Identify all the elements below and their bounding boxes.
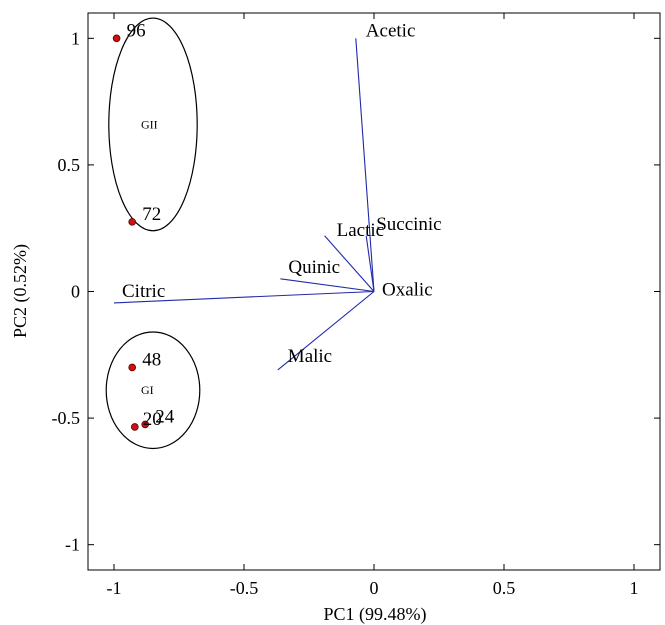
y-tick-label: 1 [71, 28, 80, 48]
x-tick-label: 1 [630, 578, 639, 598]
vector-line [355, 38, 375, 292]
vector-label: Oxalic [382, 280, 433, 301]
x-axis-label: PC1 (99.48%) [324, 604, 427, 625]
x-axis-ticks: -1 -0.5 0 0.5 1 [107, 13, 639, 598]
group-label: GI [141, 383, 154, 397]
y-tick-label: 0 [71, 282, 80, 302]
group-ellipse [105, 331, 201, 450]
group-label: GII [141, 117, 158, 131]
x-tick-label: -1 [107, 578, 122, 598]
point-label: 96 [127, 20, 146, 41]
x-tick-label: -0.5 [230, 578, 259, 598]
group-ellipse [108, 17, 198, 232]
y-tick-label: -0.5 [52, 408, 81, 428]
y-axis-label: PC2 (0.52%) [10, 244, 31, 338]
vector-label: Acetic [366, 20, 416, 41]
vector-line [277, 291, 375, 371]
x-tick-label: 0 [370, 578, 379, 598]
score-point [128, 363, 137, 372]
vector-label: Malic [288, 346, 332, 367]
y-axis-ticks: -1 -0.5 0 0.5 1 [52, 28, 660, 555]
score-point [128, 218, 137, 226]
point-label: 24 [155, 406, 175, 427]
score-point [131, 423, 139, 431]
vector-label: Citric [122, 281, 165, 302]
vector-line [113, 290, 375, 304]
score-point [112, 34, 121, 43]
point-label: 72 [142, 204, 161, 225]
group-ellipses: GII GI [105, 17, 201, 450]
y-tick-label: -1 [65, 535, 80, 555]
y-tick-label: 0.5 [58, 155, 81, 175]
vector-line [280, 278, 375, 293]
vector-line [324, 235, 375, 292]
x-tick-label: 0.5 [493, 578, 516, 598]
vector-label: Quinic [288, 257, 340, 278]
vector-label: Succinic [376, 214, 441, 235]
vector-label: Lactic [337, 220, 384, 241]
point-label: 48 [142, 349, 161, 370]
vector-line [365, 235, 375, 292]
point-label: 20 [143, 409, 162, 430]
score-point [141, 420, 150, 429]
